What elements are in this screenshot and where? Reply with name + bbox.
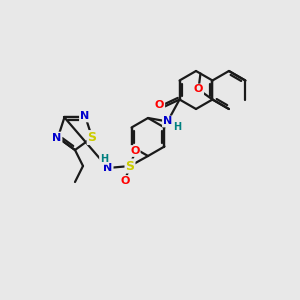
Text: O: O bbox=[130, 146, 140, 156]
Text: O: O bbox=[120, 176, 130, 186]
Text: H: H bbox=[100, 154, 108, 164]
Text: N: N bbox=[80, 111, 89, 122]
Text: S: S bbox=[125, 160, 134, 172]
Text: N: N bbox=[103, 163, 112, 173]
Text: O: O bbox=[155, 100, 164, 110]
Text: O: O bbox=[194, 85, 203, 94]
Text: N: N bbox=[52, 133, 62, 142]
Text: N: N bbox=[163, 116, 172, 127]
Text: H: H bbox=[173, 122, 181, 133]
Text: S: S bbox=[88, 131, 97, 144]
